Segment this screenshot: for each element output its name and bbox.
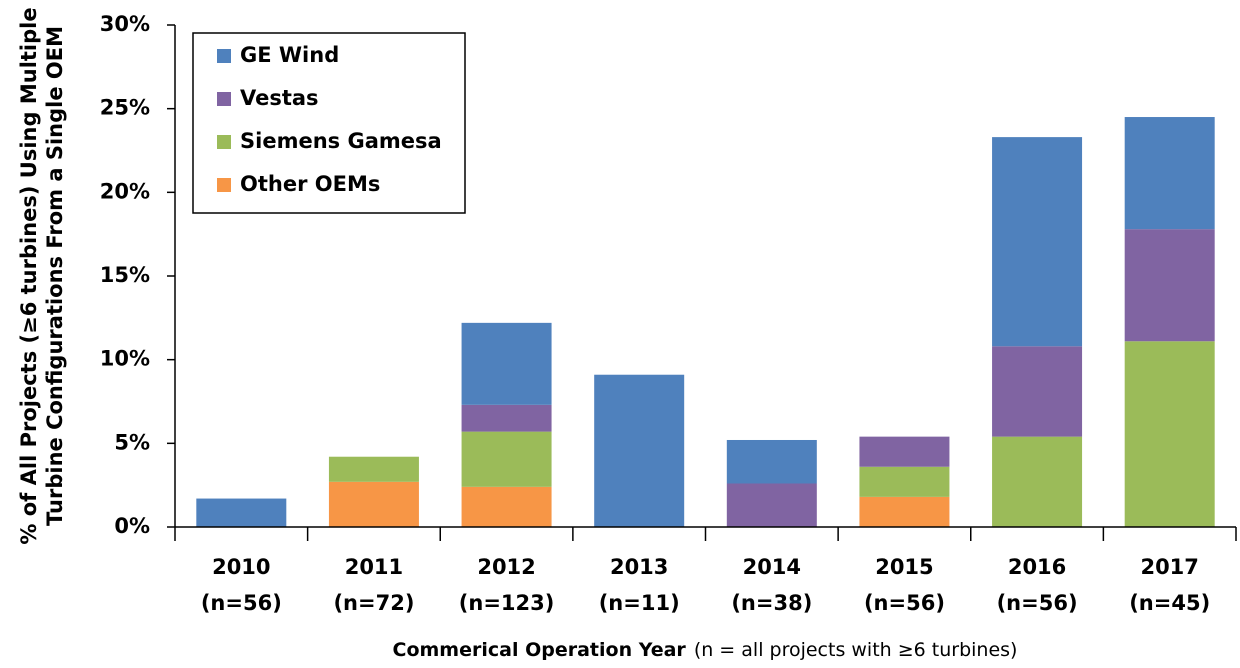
y-tick-label: 10%: [100, 347, 150, 371]
legend-label: Siemens Gamesa: [240, 129, 442, 153]
x-axis-label: Commerical Operation Year (n = all projec…: [393, 639, 1018, 661]
bar-segment: [1124, 229, 1215, 342]
x-tick-note: (n=123): [459, 591, 555, 615]
x-tick-label: 2011: [345, 555, 403, 579]
legend-label: Vestas: [240, 86, 319, 110]
bar-segment: [726, 483, 817, 527]
x-tick-note: (n=56): [864, 591, 945, 615]
x-tick-label: 2016: [1008, 555, 1066, 579]
legend-swatch: [217, 49, 231, 63]
y-axis-label: Turbine Configurations From a Single OEM: [43, 26, 67, 526]
legend-label: Other OEMs: [240, 172, 380, 196]
bar-segment: [461, 404, 552, 432]
bar-segment: [196, 498, 287, 527]
bar-segment: [461, 431, 552, 487]
legend-swatch: [217, 135, 231, 149]
bar-segment: [328, 481, 419, 527]
y-tick-label: 15%: [100, 263, 150, 287]
x-tick-label: 2015: [875, 555, 933, 579]
bar-segment: [992, 137, 1083, 347]
y-tick-label: 0%: [114, 514, 150, 538]
y-tick-label: 20%: [100, 179, 150, 203]
x-axis-label-note: (n = all projects with ≥6 turbines): [694, 639, 1018, 661]
bar-segment: [461, 486, 552, 527]
y-tick-label: 30%: [100, 12, 150, 36]
bar-segment: [992, 436, 1083, 527]
bar-segment: [859, 496, 950, 527]
y-axis-label: % of All Projects (≥6 turbines) Using Mu…: [17, 7, 41, 544]
bar-segment: [859, 466, 950, 497]
x-tick-note: (n=38): [731, 591, 812, 615]
bar-segment: [1124, 117, 1215, 230]
x-tick-label: 2017: [1140, 555, 1198, 579]
x-tick-label: 2013: [610, 555, 668, 579]
x-tick-note: (n=72): [333, 591, 414, 615]
x-tick-label: 2012: [477, 555, 535, 579]
y-tick-label: 25%: [100, 96, 150, 120]
legend-label: GE Wind: [240, 43, 339, 67]
bar-segment: [992, 346, 1083, 437]
bar-segment: [1124, 341, 1215, 527]
legend-box: [192, 32, 466, 214]
x-tick-note: (n=56): [201, 591, 282, 615]
x-tick-note: (n=11): [599, 591, 680, 615]
legend-swatch: [217, 178, 231, 192]
bar-segment: [461, 322, 552, 405]
x-tick-note: (n=56): [997, 591, 1078, 615]
x-tick-label: 2014: [743, 555, 801, 579]
x-tick-note: (n=45): [1129, 591, 1210, 615]
y-tick-label: 5%: [114, 430, 150, 454]
bar-segment: [328, 456, 419, 482]
x-tick-label: 2010: [212, 555, 270, 579]
x-axis-label-main: Commerical Operation Year: [393, 639, 687, 661]
bar-segment: [859, 436, 950, 467]
bar-segment: [726, 439, 817, 484]
bar-segment: [594, 374, 685, 527]
legend-swatch: [217, 92, 231, 106]
